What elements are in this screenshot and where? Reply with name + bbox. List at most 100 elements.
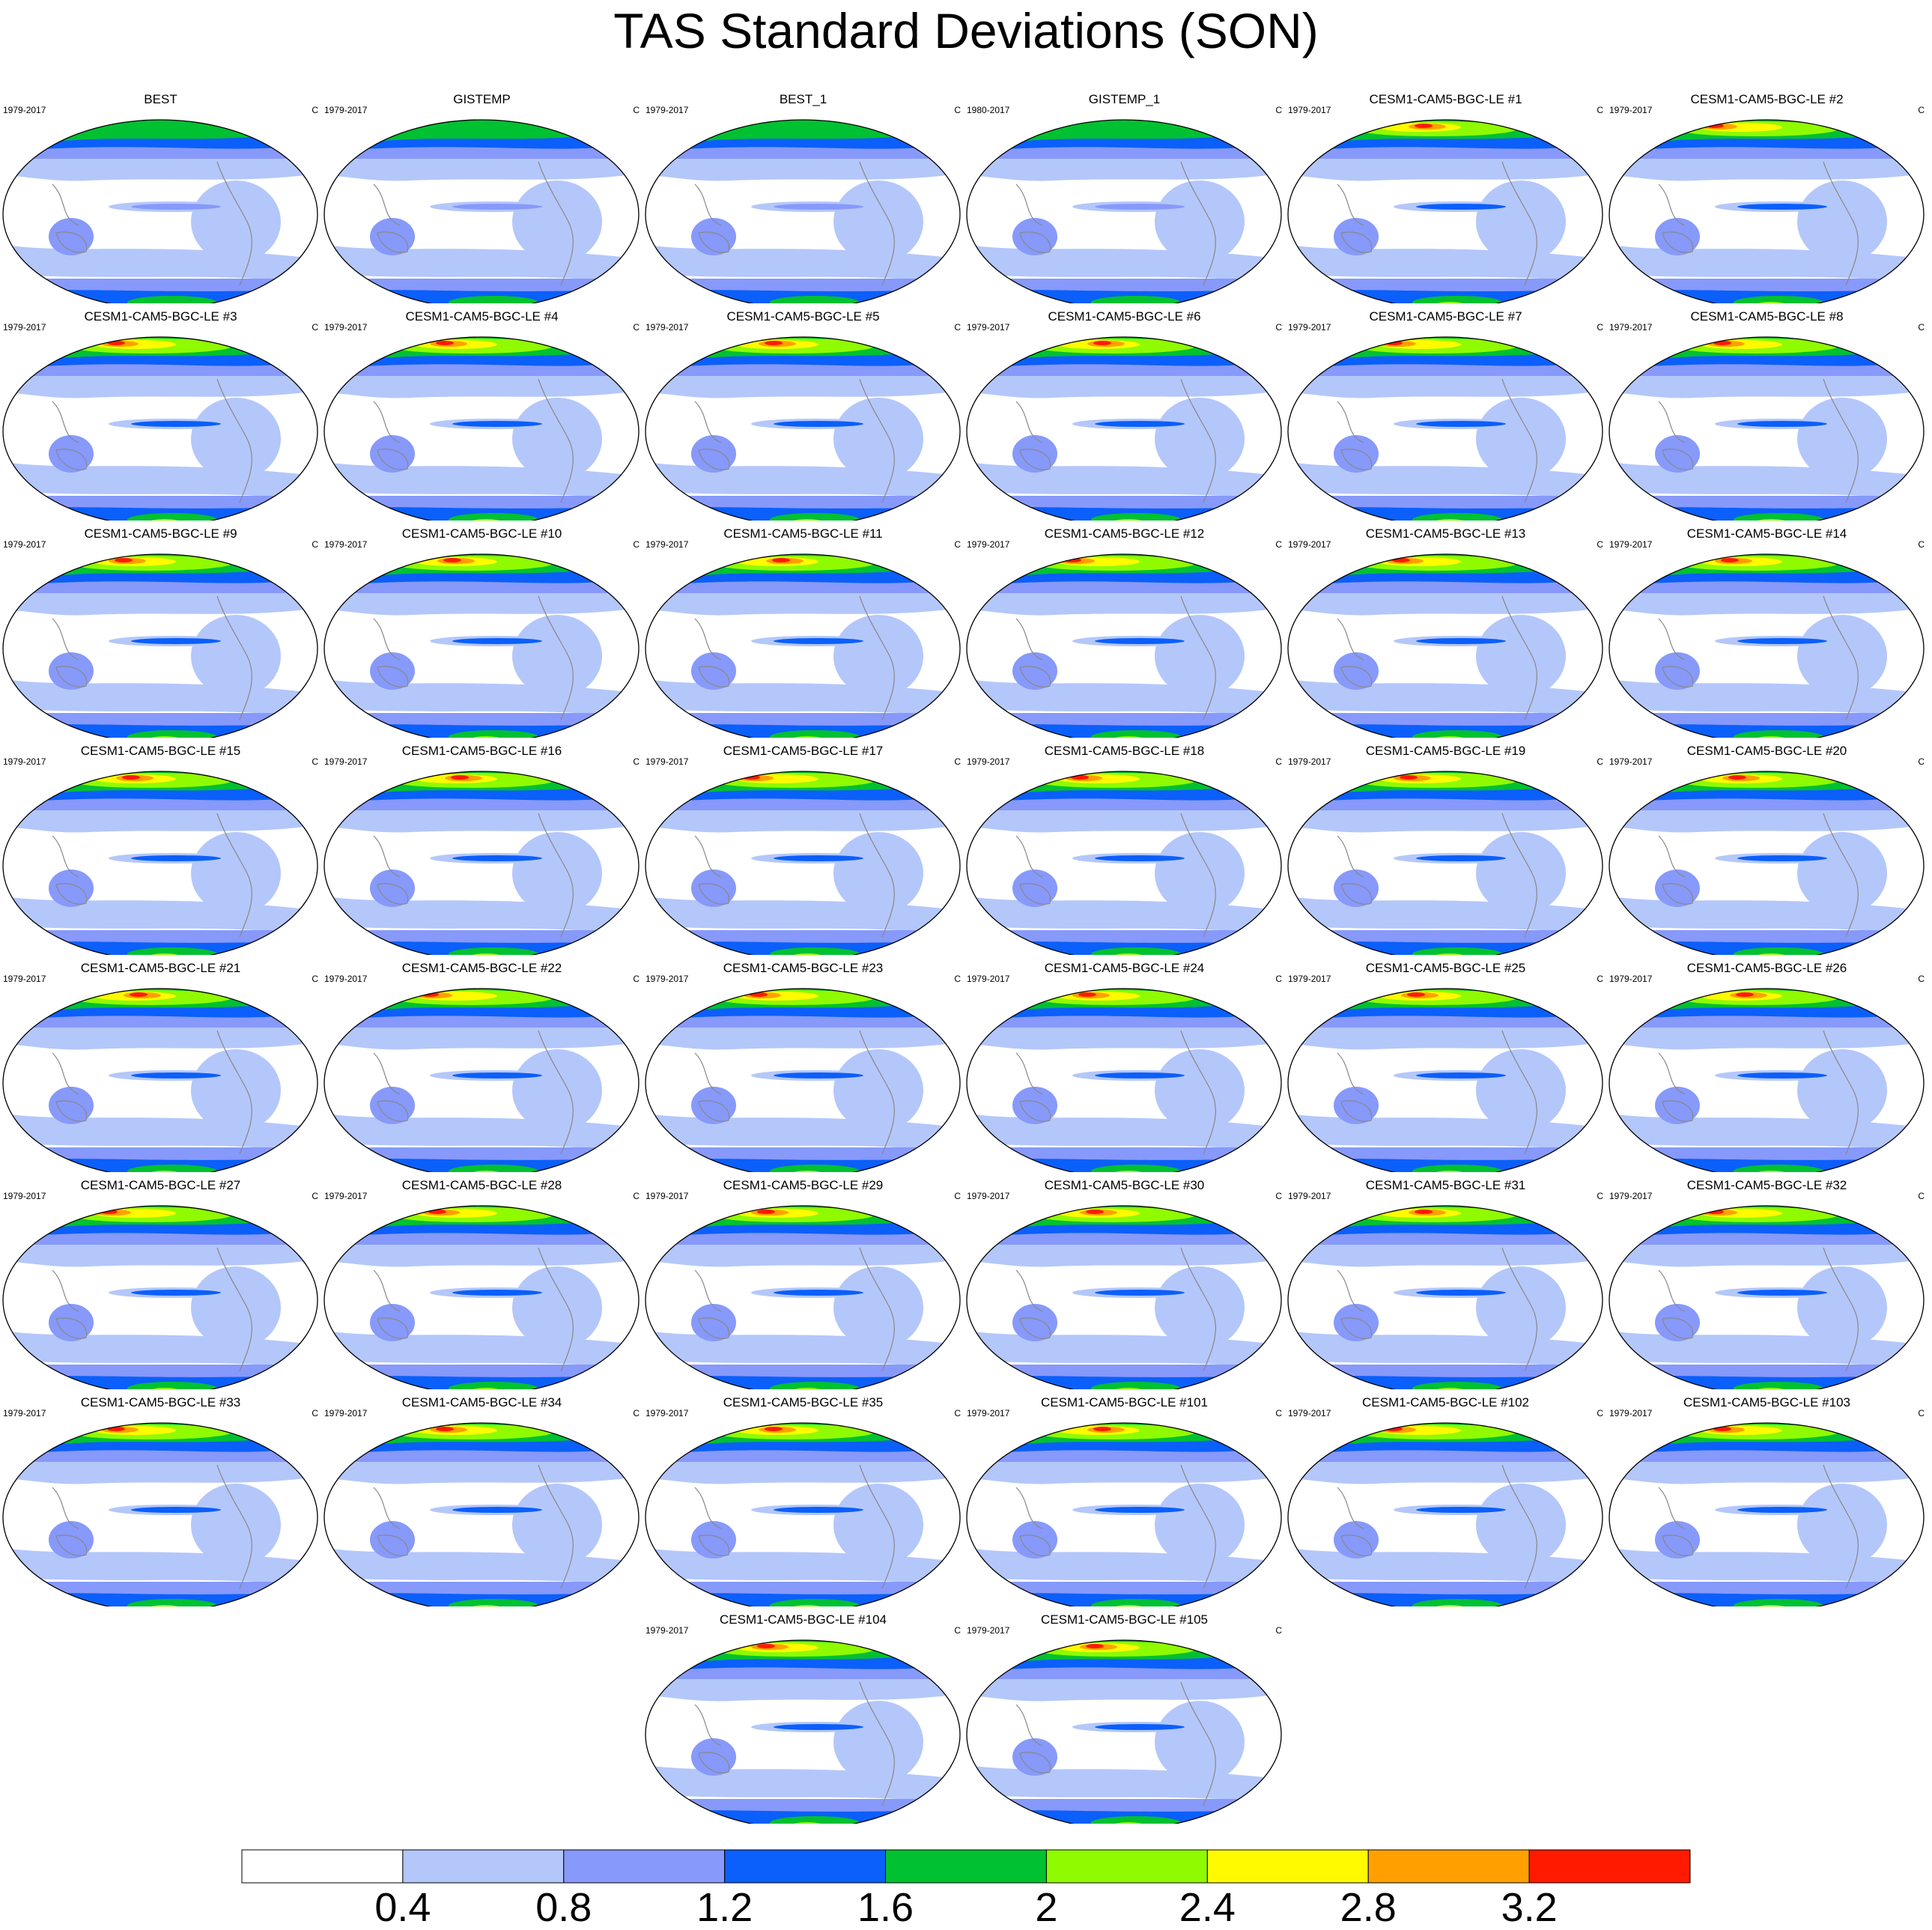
map-outline [966,988,1282,1172]
map-field [1609,1206,1924,1389]
panel-title: CESM1-CAM5-BGC-LE #103 [1683,1395,1850,1409]
australia-field [691,1087,736,1124]
panel-title: CESM1-CAM5-BGC-LE #102 [1362,1395,1529,1409]
map-outline [1609,553,1925,738]
map-outline [323,119,640,303]
panel-units: C [1918,539,1925,550]
enso-core [1737,421,1827,427]
americas-field [1155,1049,1245,1132]
map-plot [966,553,1282,738]
arctic-red [115,558,133,562]
panel-title: CESM1-CAM5-BGC-LE #29 [723,1178,884,1192]
coastline [694,1681,895,1806]
coastline [1337,595,1537,720]
americas-field [1797,180,1887,263]
australia-field [370,435,415,473]
map-plot [1609,988,1925,1172]
panel-title: CESM1-CAM5-BGC-LE #13 [1365,526,1526,541]
australia-field [1012,1304,1057,1341]
panel-title: CESM1-CAM5-BGC-LE #18 [1044,744,1205,758]
map-panel: CESM1-CAM5-BGC-LE #105 1979-2017 C [964,1610,1285,1824]
map-plot [1287,336,1603,521]
panel-units: C [1597,1191,1603,1201]
map-panel: CESM1-CAM5-BGC-LE #10 1979-2017 C [321,524,643,738]
panel-units: C [954,322,961,333]
americas-field [191,180,281,263]
panel-title: BEST_1 [779,92,827,106]
panel-units: C [1597,322,1603,333]
panel-units: C [312,756,318,767]
colorbar-tick-label: 2 [1035,1885,1057,1930]
map-plot [966,1422,1282,1606]
panel-period: 1979-2017 [1288,1408,1331,1418]
map-field [1609,337,1924,521]
panel-units: C [1918,974,1925,984]
panel-period: 1979-2017 [645,1625,689,1636]
americas-field [1797,615,1887,697]
coastline [1337,813,1537,938]
panel-period: 1979-2017 [645,974,689,984]
americas-field [1476,1266,1566,1349]
enso-core [131,1290,221,1296]
panel-period: 1979-2017 [324,322,368,333]
arctic-red [757,1210,775,1214]
arctic-red [1400,775,1418,780]
panel-units: C [633,105,640,115]
map-field [1288,120,1603,303]
enso-core [131,421,221,427]
map-field [1288,771,1603,955]
panel-units: C [633,539,640,550]
colorbar-tick-label: 3.2 [1501,1885,1558,1930]
map-outline [1287,988,1603,1172]
australia-field [1012,652,1057,690]
map-plot [1287,119,1603,303]
panel-units: C [312,974,318,984]
australia-field [691,652,736,690]
map-panel: CESM1-CAM5-BGC-LE #4 1979-2017 C [321,307,643,521]
panel-title: CESM1-CAM5-BGC-LE #14 [1686,526,1847,541]
panel-period: 1979-2017 [1609,105,1653,115]
australia-field [1334,1304,1379,1341]
map-outline [323,771,640,955]
map-panel: CESM1-CAM5-BGC-LE #29 1979-2017 C [643,1176,964,1389]
map-field [1288,989,1603,1172]
coastline [1337,1464,1537,1589]
panel-period: 1979-2017 [324,974,368,984]
arctic-red [765,341,783,345]
australia-field [1655,218,1700,255]
map-panel: CESM1-CAM5-BGC-LE #25 1979-2017 C [1285,959,1606,1172]
americas-field [1476,615,1566,697]
enso-core [1416,1507,1506,1513]
map-outline [645,1422,961,1606]
australia-field [1334,870,1379,907]
panel-title: CESM1-CAM5-BGC-LE #7 [1369,309,1522,324]
americas-field [833,1484,923,1566]
coastline [1015,1247,1216,1372]
americas-field [833,398,923,480]
colorbar-tick-label: 2.8 [1340,1885,1397,1930]
map-plot [323,553,640,738]
americas-field [1155,1701,1245,1783]
panel-units: C [1918,1408,1925,1418]
map-outline [323,988,640,1172]
map-panel: CESM1-CAM5-BGC-LE #12 1979-2017 C [964,524,1285,738]
panel-title: CESM1-CAM5-BGC-LE #33 [80,1395,241,1409]
australia-field [1012,1738,1057,1776]
coastline [52,161,252,286]
map-panel: CESM1-CAM5-BGC-LE #26 1979-2017 C [1606,959,1928,1172]
australia-field [370,218,415,255]
enso-core [774,1507,863,1513]
panel-units: C [1275,322,1282,333]
map-outline [645,771,961,955]
panel-period: 1979-2017 [1609,974,1653,984]
panel-units: C [1275,105,1282,115]
panel-period: 1979-2017 [1288,322,1331,333]
americas-field [512,398,602,480]
map-panel: CESM1-CAM5-BGC-LE #14 1979-2017 C [1606,524,1928,738]
australia-field [49,1521,94,1559]
map-outline [966,1205,1282,1389]
panel-title: CESM1-CAM5-BGC-LE #105 [1041,1612,1208,1627]
americas-field [1797,1266,1887,1349]
enso-core [131,1072,221,1078]
arctic-red [443,558,461,562]
